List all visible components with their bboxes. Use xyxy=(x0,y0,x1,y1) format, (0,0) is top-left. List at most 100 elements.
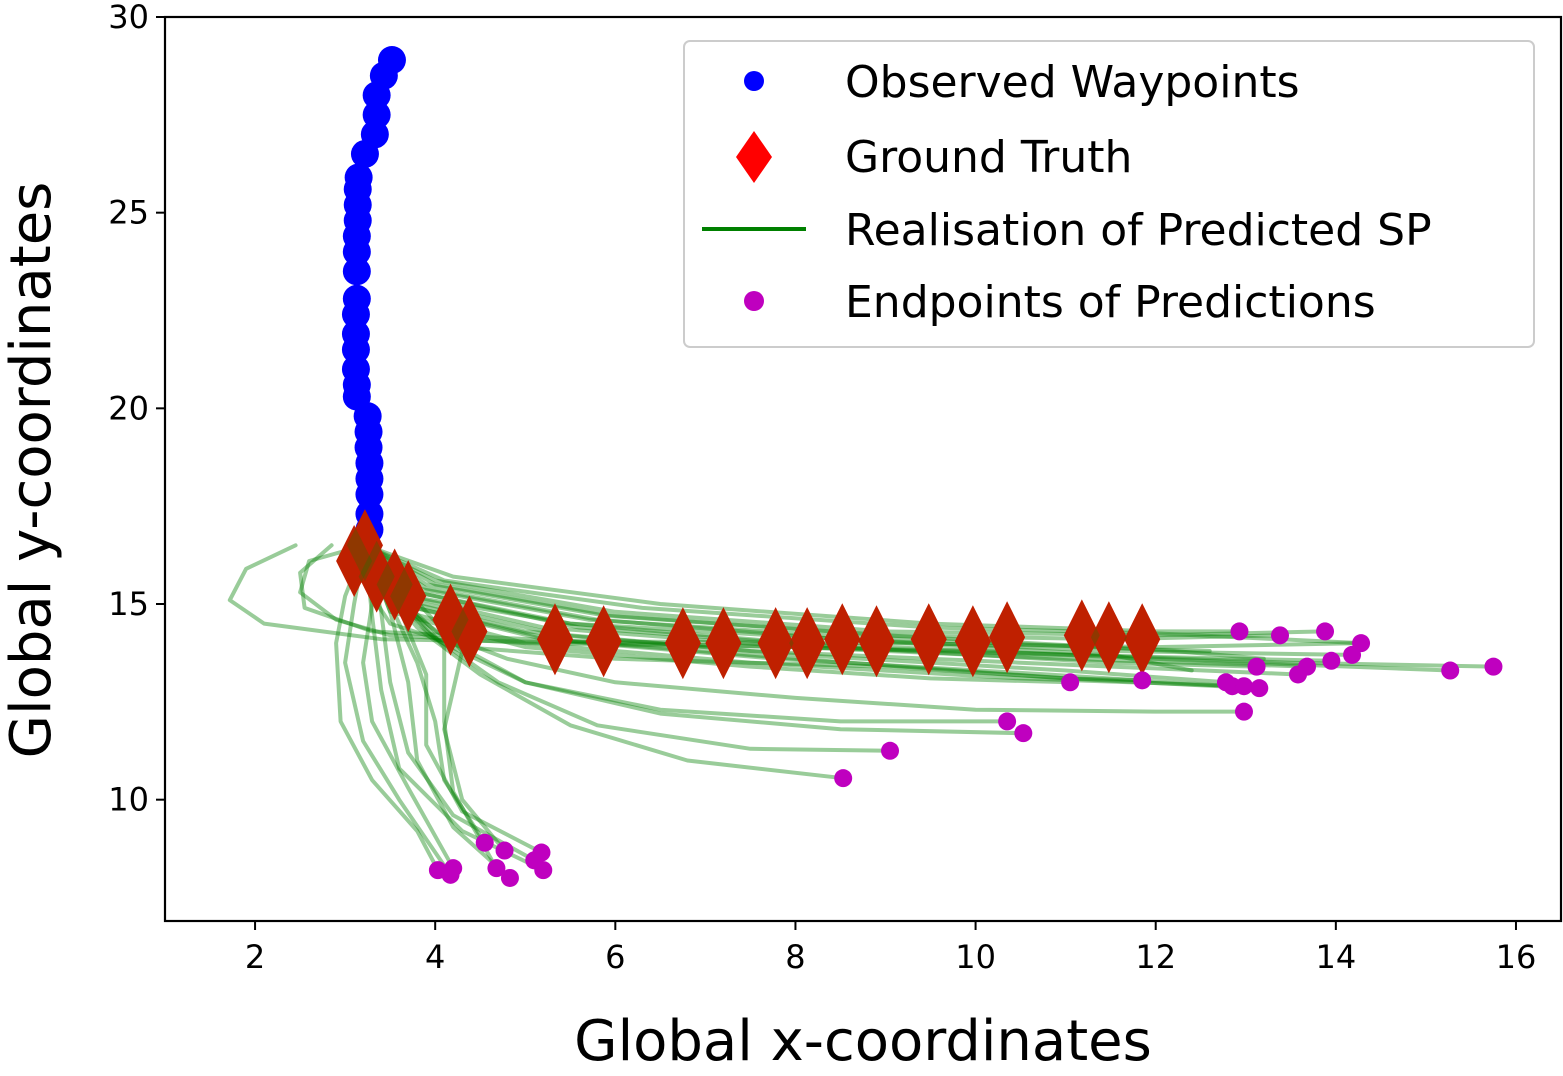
legend-ground-truth-marker xyxy=(736,131,772,183)
ground-truth-overlap xyxy=(858,605,895,678)
prediction-endpoint xyxy=(1484,657,1503,676)
ground-truth-overlap xyxy=(390,560,427,633)
prediction-endpoint xyxy=(998,712,1017,731)
ground-truth-overlap xyxy=(336,524,373,597)
ground-truth-marker xyxy=(390,560,427,633)
observed-waypoint xyxy=(355,480,384,509)
axis-ticks: 2 4 6 8 10 12 14 16 10 15 20 25 30 xyxy=(108,0,1536,976)
y-tick-label: 15 xyxy=(108,585,149,623)
ground-truth-marker xyxy=(757,607,794,680)
prediction-endpoint xyxy=(1250,679,1269,698)
prediction-path xyxy=(334,543,440,873)
ground-truth-marker xyxy=(824,603,861,676)
legend: Observed Waypoints Ground Truth Realisat… xyxy=(683,40,1535,348)
ground-truth-marker xyxy=(705,607,742,680)
ground-truth-overlap xyxy=(954,605,991,678)
ground-truth-marker xyxy=(910,603,947,676)
ground-truth-overlap xyxy=(757,607,794,680)
prediction-endpoint xyxy=(487,859,506,878)
x-tick-label: 6 xyxy=(605,938,625,976)
y-tick-label: 25 xyxy=(108,194,149,232)
observed-waypoint xyxy=(342,237,371,266)
x-tick-label: 14 xyxy=(1315,938,1356,976)
ground-truth-overlap xyxy=(1090,601,1127,674)
prediction-path xyxy=(362,543,1242,634)
ground-truth-overlap xyxy=(536,603,573,676)
prediction-endpoint xyxy=(1133,671,1152,690)
prediction-endpoint xyxy=(881,741,900,760)
ground-truth-overlap xyxy=(585,605,622,678)
legend-label-endpoints: Endpoints of Predictions xyxy=(845,277,1376,328)
prediction-endpoint xyxy=(1352,634,1371,653)
legend-label-prediction: Realisation of Predicted SP xyxy=(845,205,1432,256)
ground-truth-marker xyxy=(1090,601,1127,674)
ground-truth-marker xyxy=(989,601,1026,674)
prediction-endpoint xyxy=(1441,661,1460,680)
ground-truth-marker xyxy=(1063,599,1100,672)
x-tick-label: 4 xyxy=(425,938,445,976)
prediction-endpoint xyxy=(1061,673,1080,692)
ground-truth-overlap xyxy=(376,548,413,621)
ground-truth-marker xyxy=(954,605,991,678)
legend-observed-marker xyxy=(744,71,764,91)
observed-waypoint xyxy=(342,257,371,286)
plot-area xyxy=(227,46,1503,887)
y-tick-label: 10 xyxy=(108,781,149,819)
prediction-endpoint xyxy=(1270,626,1289,645)
prediction-endpoint xyxy=(1234,677,1253,696)
prediction-endpoint xyxy=(532,843,551,862)
ground-truth-overlap xyxy=(1063,599,1100,672)
ground-truth-marker xyxy=(451,595,488,668)
ground-truth-marker xyxy=(536,603,573,676)
prediction-endpoint xyxy=(1247,657,1266,676)
prediction-endpoint xyxy=(495,841,514,860)
legend-box xyxy=(683,40,1535,348)
observed-waypoint xyxy=(341,335,370,364)
ground-truth-marker xyxy=(858,605,895,678)
ground-truth-marker xyxy=(585,605,622,678)
ground-truth-overlap xyxy=(705,607,742,680)
ground-truth-overlap xyxy=(789,607,826,680)
prediction-endpoint xyxy=(444,859,463,878)
plot-frame xyxy=(163,15,1563,923)
prediction-endpoint xyxy=(534,861,553,880)
prediction-endpoint xyxy=(834,769,853,788)
legend-label-ground-truth: Ground Truth xyxy=(845,132,1132,183)
x-tick-label: 2 xyxy=(245,938,265,976)
x-tick-label: 16 xyxy=(1496,938,1537,976)
prediction-endpoint xyxy=(500,868,519,887)
observed-waypoint xyxy=(341,300,370,329)
ground-truth-overlap xyxy=(358,540,395,613)
observed-waypoint xyxy=(350,139,379,168)
ground-truth-marker xyxy=(1124,603,1161,676)
ground-truth-marker xyxy=(664,607,701,680)
prediction-path xyxy=(362,543,1327,638)
observed-waypoint xyxy=(362,81,391,110)
y-tick-label: 30 xyxy=(108,0,149,36)
prediction-endpoint xyxy=(1298,657,1317,676)
prediction-path xyxy=(227,543,1496,669)
prediction-endpoint xyxy=(1234,702,1253,721)
prediction-endpoint xyxy=(1230,622,1249,641)
legend-endpoint-marker xyxy=(744,291,764,311)
prediction-endpoint xyxy=(1322,651,1341,670)
x-axis-label: Global x-coordinates xyxy=(574,1009,1152,1074)
prediction-endpoint xyxy=(1316,622,1335,641)
x-tick-label: 8 xyxy=(785,938,805,976)
prediction-path xyxy=(362,543,1364,646)
prediction-endpoint xyxy=(1014,724,1033,743)
ground-truth-overlap xyxy=(824,603,861,676)
ground-truth-marker xyxy=(789,607,826,680)
prediction-path xyxy=(343,543,453,877)
ground-truth-overlap xyxy=(432,583,469,656)
ground-truth-overlap xyxy=(1124,603,1161,676)
prediction-endpoint xyxy=(475,833,494,852)
y-axis-label: Global y-coordinates xyxy=(0,182,64,759)
y-tick-label: 20 xyxy=(108,389,149,427)
ground-truth-overlap xyxy=(910,603,947,676)
ground-truth-overlap xyxy=(346,509,383,582)
x-tick-label: 10 xyxy=(955,938,996,976)
ground-truth-overlap xyxy=(451,595,488,668)
x-tick-label: 12 xyxy=(1135,938,1176,976)
